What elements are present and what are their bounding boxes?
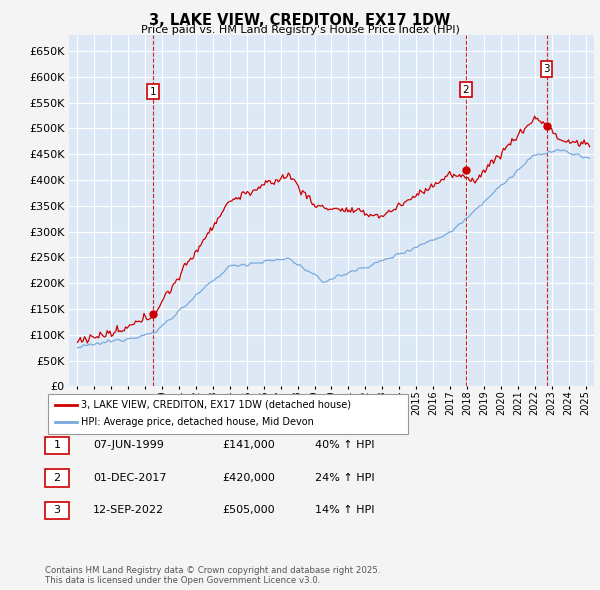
Text: 3, LAKE VIEW, CREDITON, EX17 1DW: 3, LAKE VIEW, CREDITON, EX17 1DW bbox=[149, 13, 451, 28]
Text: £505,000: £505,000 bbox=[222, 506, 275, 515]
Text: 12-SEP-2022: 12-SEP-2022 bbox=[93, 506, 164, 515]
Text: £420,000: £420,000 bbox=[222, 473, 275, 483]
Text: Contains HM Land Registry data © Crown copyright and database right 2025.
This d: Contains HM Land Registry data © Crown c… bbox=[45, 566, 380, 585]
Text: 1: 1 bbox=[53, 441, 61, 450]
Text: 14% ↑ HPI: 14% ↑ HPI bbox=[315, 506, 374, 515]
Text: 40% ↑ HPI: 40% ↑ HPI bbox=[315, 441, 374, 450]
Text: 07-JUN-1999: 07-JUN-1999 bbox=[93, 441, 164, 450]
Text: 1: 1 bbox=[149, 87, 156, 97]
Text: 3: 3 bbox=[53, 506, 61, 515]
Text: 2: 2 bbox=[53, 473, 61, 483]
Text: Price paid vs. HM Land Registry's House Price Index (HPI): Price paid vs. HM Land Registry's House … bbox=[140, 25, 460, 35]
Text: 2: 2 bbox=[463, 84, 469, 94]
Text: 24% ↑ HPI: 24% ↑ HPI bbox=[315, 473, 374, 483]
Text: 3: 3 bbox=[543, 64, 550, 74]
Text: 3, LAKE VIEW, CREDITON, EX17 1DW (detached house): 3, LAKE VIEW, CREDITON, EX17 1DW (detach… bbox=[81, 400, 351, 410]
Text: 01-DEC-2017: 01-DEC-2017 bbox=[93, 473, 167, 483]
Text: £141,000: £141,000 bbox=[222, 441, 275, 450]
Text: HPI: Average price, detached house, Mid Devon: HPI: Average price, detached house, Mid … bbox=[81, 417, 314, 427]
